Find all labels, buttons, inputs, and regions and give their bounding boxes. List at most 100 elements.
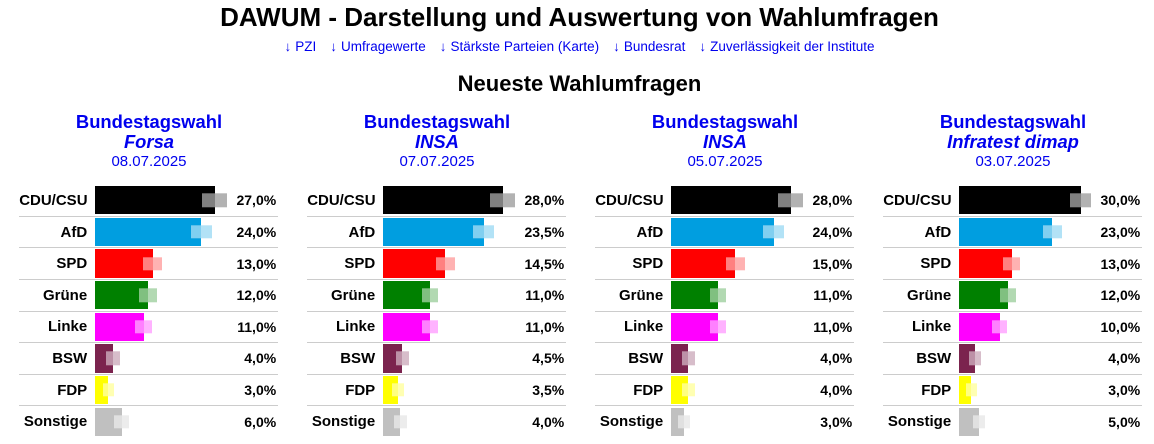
poll-header: Bundestagswahl INSA 05.07.2025 xyxy=(581,112,869,172)
poll-election-link[interactable]: Bundestagswahl xyxy=(363,111,511,132)
table-row: CDU/CSU 28,0% xyxy=(595,184,855,217)
poll-institute-link[interactable]: INSA xyxy=(703,131,747,152)
party-label: SPD xyxy=(883,247,960,280)
poll-value: 4,0% xyxy=(1097,342,1143,375)
bar xyxy=(95,312,233,342)
down-arrow-icon: ↓ xyxy=(699,39,707,54)
bar-margin-inner xyxy=(973,415,980,429)
bar xyxy=(95,217,233,247)
poll-value: 6,0% xyxy=(244,413,277,430)
bar-cell xyxy=(383,247,522,280)
bar-margin-inner xyxy=(725,256,736,271)
bar-margin-outer xyxy=(112,351,120,366)
bar-margin-inner xyxy=(490,193,503,207)
poll-election-link[interactable]: Bundestagswahl xyxy=(939,111,1087,132)
poll-institute-link[interactable]: Infratest dimap xyxy=(947,131,1079,152)
bar-margin-inner xyxy=(992,320,1000,334)
poll-election-link[interactable]: Bundestagswahl xyxy=(75,111,223,132)
nav-link-st-rkste-parteien-karte[interactable]: ↓ Stärkste Parteien (Karte) xyxy=(440,39,599,54)
poll-value: 11,0% xyxy=(521,311,567,344)
table-row: FDP 3,0% xyxy=(19,374,279,407)
bar-margin-inner xyxy=(999,288,1008,302)
party-label: Sonstige xyxy=(887,413,952,431)
bar-margin-outer xyxy=(735,256,745,271)
party-label: Grüne xyxy=(307,279,384,312)
bar-fill xyxy=(383,186,503,215)
bar-margin-outer xyxy=(971,383,977,397)
bar xyxy=(95,407,233,437)
bar-fill xyxy=(671,344,689,373)
poll-value: 3,0% xyxy=(820,413,853,430)
bar-cell xyxy=(959,247,1098,280)
party-label: FDP xyxy=(19,374,96,407)
party-label: Grüne xyxy=(19,279,96,312)
party-label: Linke xyxy=(307,311,384,344)
bar-margin-outer xyxy=(975,351,982,366)
bar-cell xyxy=(959,279,1098,312)
poll-value: 4,5% xyxy=(521,342,567,375)
bar-margin-inner xyxy=(392,383,399,397)
bar xyxy=(959,186,1097,215)
table-row: Sonstige 5,0% xyxy=(883,406,1142,438)
bar-cell xyxy=(383,184,522,217)
bar-fill xyxy=(95,375,109,405)
party-label: CDU/CSU xyxy=(883,184,960,217)
nav-link-bundesrat[interactable]: ↓ Bundesrat xyxy=(613,39,685,54)
party-label: CDU/CSU xyxy=(19,184,96,217)
bar-fill xyxy=(959,186,1081,215)
party-label: AfD xyxy=(595,216,672,249)
nav-link-label: Zuverlässigkeit der Institute xyxy=(710,39,875,54)
bar-margin-outer xyxy=(400,415,407,429)
nav-link-label: PZI xyxy=(295,39,317,54)
bar xyxy=(671,186,809,215)
bar-margin-outer xyxy=(1052,225,1063,239)
bar-cell xyxy=(383,311,522,344)
table-row: FDP 3,0% xyxy=(883,374,1143,407)
bar-margin-outer xyxy=(402,351,409,366)
poll-value: 4,0% xyxy=(809,342,855,375)
poll-value: 27,0% xyxy=(233,184,279,217)
poll-institute-link[interactable]: INSA xyxy=(415,131,459,152)
bar xyxy=(671,344,809,373)
polls-grid: Bundestagswahl Forsa 08.07.2025 CDU/CSU 27,0… xyxy=(5,97,1154,437)
table-row: FDP 3,5% xyxy=(307,374,567,407)
bar-cell xyxy=(671,184,810,217)
nav-link-zuverl-ssigkeit-der-institute[interactable]: ↓ Zuverlässigkeit der Institute xyxy=(699,39,874,54)
bar-fill xyxy=(95,249,153,278)
nav-link-pzi[interactable]: ↓ PZI xyxy=(285,39,317,54)
bar-margin-inner xyxy=(143,256,153,271)
bar xyxy=(383,249,521,278)
bar-margin-outer xyxy=(398,383,405,397)
bar xyxy=(959,407,1097,437)
poll-value: 10,0% xyxy=(1097,311,1143,344)
table-row: Linke 10,0% xyxy=(883,311,1143,344)
poll-date-link[interactable]: 08.07.2025 xyxy=(111,153,187,170)
bar-fill xyxy=(959,375,972,405)
bar xyxy=(671,375,809,405)
bar-margin-inner xyxy=(202,193,215,207)
poll-header: Bundestagswahl Infratest dimap 03.07.2025 xyxy=(869,112,1154,172)
party-label: AfD xyxy=(883,216,960,249)
bar-cell xyxy=(383,406,521,438)
bar-fill xyxy=(959,344,976,373)
nav-link-umfragewerte[interactable]: ↓ Umfragewerte xyxy=(330,39,426,54)
poll-election-link[interactable]: Bundestagswahl xyxy=(651,111,799,132)
party-label: SPD xyxy=(19,247,96,280)
poll-institute-link[interactable]: Forsa xyxy=(123,131,175,152)
party-label: FDP xyxy=(883,374,960,407)
poll-column-3: Bundestagswahl INSA 05.07.2025 CDU/CSU 28,0%… xyxy=(581,97,869,437)
bar-cell xyxy=(959,374,1098,407)
bar-margin-inner xyxy=(778,193,791,207)
bar-margin-inner xyxy=(422,288,431,302)
poll-value: 15,0% xyxy=(809,247,855,280)
table-row: CDU/CSU 27,0% xyxy=(19,184,279,217)
poll-date-link[interactable]: 03.07.2025 xyxy=(975,153,1051,170)
bar-margin-inner xyxy=(190,225,202,239)
bar-cell xyxy=(671,247,810,280)
party-label: CDU/CSU xyxy=(307,184,384,217)
poll-date-link[interactable]: 07.07.2025 xyxy=(399,153,475,170)
bar-cell xyxy=(95,216,234,249)
party-label: BSW xyxy=(883,342,960,375)
poll-date-link[interactable]: 05.07.2025 xyxy=(687,153,763,170)
table-row: AfD 23,0% xyxy=(883,216,1143,249)
